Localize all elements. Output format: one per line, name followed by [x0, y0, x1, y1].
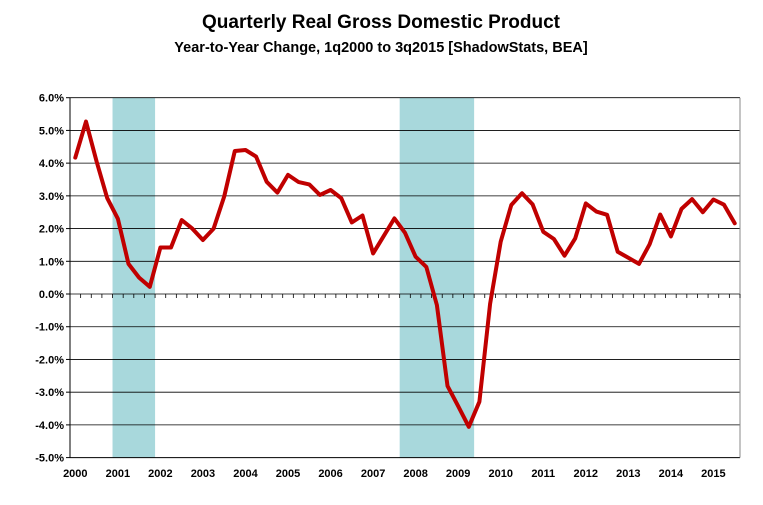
x-tick-label: 2008: [403, 468, 427, 480]
gdp-line: [73, 119, 737, 429]
y-tick-label: -1.0%: [35, 322, 64, 334]
x-tick-label: 2005: [276, 468, 300, 480]
y-axis-labels: 6.0% 5.0% 4.0% 3.0% 2.0% 1.0% 0.0% -1.0% -2.0% -3…: [35, 93, 64, 465]
x-tick-label: 2009: [446, 468, 470, 480]
y-tick-label: -2.0%: [35, 354, 64, 366]
y-tick-label: 3.0%: [39, 191, 64, 203]
y-tick-label: 1.0%: [39, 256, 64, 268]
chart-subtitle: Year-to-Year Change, 1q2000 to 3q2015 [S…: [174, 40, 588, 56]
recession-shading: [112, 97, 475, 458]
x-tick-label: 2006: [318, 468, 342, 480]
x-tick-label: 2013: [616, 468, 640, 480]
recession-band-1: [399, 97, 475, 458]
x-tick-label: 2004: [233, 468, 258, 480]
x-axis-labels: 2000 2001 2002 2003 2004 2005 2006 2007 2008 2009…: [63, 468, 726, 480]
y-tick-label: 0.0%: [39, 289, 64, 301]
x-tick-label: 2010: [488, 468, 512, 480]
gridlines: [66, 97, 741, 459]
y-tick-label: -4.0%: [35, 420, 64, 432]
x-tick-label: 2015: [701, 468, 725, 480]
y-tick-label: -5.0%: [35, 453, 64, 465]
x-tick-label: 2001: [106, 468, 130, 480]
x-tick-label: 2012: [574, 468, 598, 480]
y-tick-label: 4.0%: [39, 158, 64, 170]
y-tick-label: 5.0%: [39, 125, 64, 137]
y-tick-label: 2.0%: [39, 224, 64, 236]
series-gdp: [73, 119, 737, 429]
recession-band-0: [112, 97, 156, 458]
x-tick-label: 2007: [361, 468, 385, 480]
x-tick-label: 2011: [531, 468, 555, 480]
x-tick-label: 2003: [191, 468, 215, 480]
x-tick-label: 2002: [148, 468, 172, 480]
y-tick-label: 6.0%: [39, 93, 64, 105]
y-tick-label: -3.0%: [35, 387, 64, 399]
x-tick-label: 2014: [659, 468, 684, 480]
chart-title: Quarterly Real Gross Domestic Product: [202, 12, 561, 33]
x-tick-label: 2000: [63, 468, 87, 480]
